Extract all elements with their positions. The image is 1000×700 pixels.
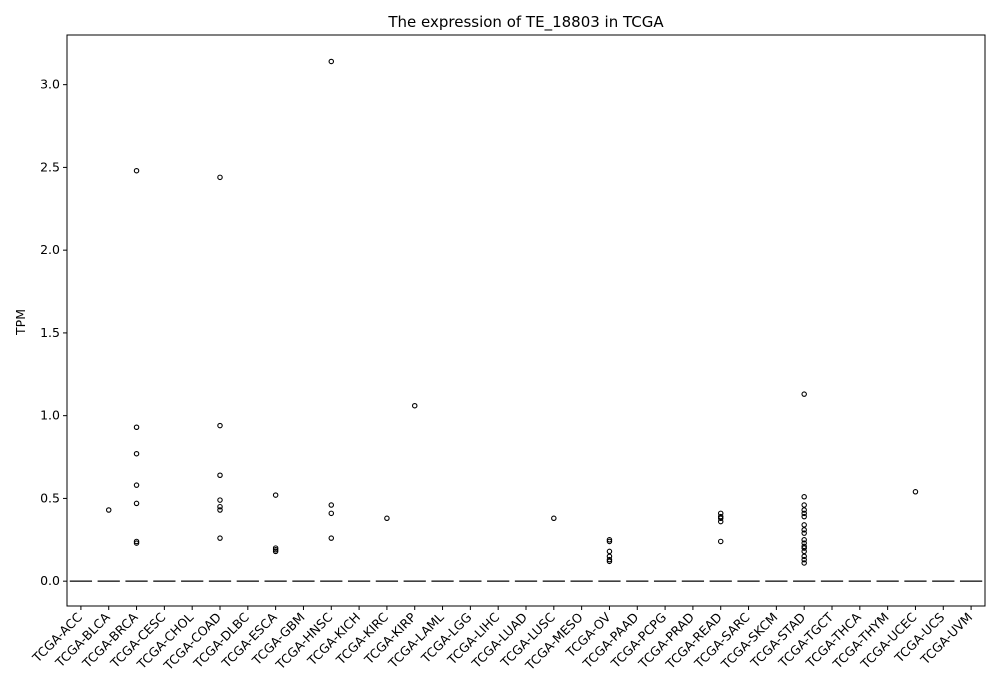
y-tick-label: 2.5 xyxy=(40,159,60,174)
outlier-point xyxy=(606,558,613,565)
outlier-point xyxy=(801,553,807,560)
outlier-point xyxy=(328,58,335,65)
outlier-point xyxy=(606,538,613,545)
outlier-point xyxy=(801,510,807,517)
y-tick-label: 0.5 xyxy=(40,490,60,505)
outlier-point xyxy=(801,560,807,566)
outlier-point xyxy=(384,515,390,522)
outlier-point xyxy=(717,513,724,520)
outlier-point xyxy=(217,497,223,503)
y-tick-label: 1.5 xyxy=(40,325,60,340)
outlier-point xyxy=(328,535,335,541)
outlier-point xyxy=(328,502,335,508)
outlier-point xyxy=(801,548,807,555)
outlier-point xyxy=(717,538,724,545)
outlier-point xyxy=(717,515,724,522)
outlier-point xyxy=(801,507,807,513)
outlier-point xyxy=(912,489,919,495)
plot-area: 0.00.51.01.52.02.53.0TCGA-ACCTCGA-BLCATC… xyxy=(29,34,986,674)
outlier-point xyxy=(801,545,807,551)
y-axis-label: TPM xyxy=(13,309,28,336)
outlier-point xyxy=(801,502,807,508)
outlier-point xyxy=(328,510,335,517)
outlier-point xyxy=(133,424,140,431)
outlier-point xyxy=(801,540,807,546)
outlier-point xyxy=(606,556,613,563)
outlier-point xyxy=(801,543,807,550)
outlier-point xyxy=(133,450,140,457)
outlier-point xyxy=(217,422,223,429)
outlier-point xyxy=(105,507,112,513)
outlier-point xyxy=(272,546,279,553)
outlier-point xyxy=(801,494,807,500)
outlier-point xyxy=(217,535,223,541)
outlier-point xyxy=(801,556,807,563)
chart-title: The expression of TE_18803 in TCGA xyxy=(387,13,664,32)
outlier-point xyxy=(606,537,613,543)
outlier-point xyxy=(801,513,807,520)
outlier-point xyxy=(717,518,724,525)
outlier-point xyxy=(217,472,223,478)
outlier-point xyxy=(217,507,223,513)
outlier-point xyxy=(133,538,140,545)
outlier-point xyxy=(272,492,279,498)
outlier-point xyxy=(411,402,418,409)
outlier-point xyxy=(133,167,140,174)
outlier-point xyxy=(801,530,807,536)
outlier-point xyxy=(606,548,613,555)
outlier-point xyxy=(272,548,279,555)
outlier-point xyxy=(217,174,223,181)
outlier-point xyxy=(133,500,140,507)
outlier-point xyxy=(606,553,613,560)
outlier-point xyxy=(272,545,279,551)
y-tick-label: 3.0 xyxy=(40,77,60,92)
outlier-point xyxy=(801,537,807,543)
outlier-point xyxy=(133,482,140,488)
y-tick-label: 0.0 xyxy=(40,573,60,588)
outlier-point xyxy=(217,503,223,510)
y-tick-label: 1.0 xyxy=(40,408,60,423)
outlier-point xyxy=(801,527,807,533)
outlier-point xyxy=(551,515,557,522)
outlier-point xyxy=(801,522,807,528)
y-tick-label: 2.0 xyxy=(40,242,60,257)
outlier-point xyxy=(801,391,807,397)
outlier-point xyxy=(717,510,724,517)
plot-frame xyxy=(66,34,986,607)
outlier-point xyxy=(133,540,140,546)
